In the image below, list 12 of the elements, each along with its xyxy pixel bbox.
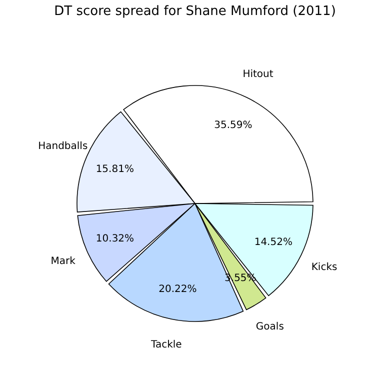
- chart-title: DT score spread for Shane Mumford (2011): [54, 4, 336, 19]
- data-label: 10.32%: [96, 233, 134, 244]
- slice-label: Mark: [50, 256, 76, 268]
- slice-label: Handballs: [38, 141, 88, 152]
- data-label: 35.59%: [214, 120, 252, 131]
- slice-label: Kicks: [311, 262, 338, 273]
- slice-label: Hitout: [242, 69, 274, 80]
- data-label: 15.81%: [96, 164, 134, 175]
- slice-label: Tackle: [150, 340, 182, 351]
- data-label: 20.22%: [158, 284, 197, 296]
- slice-label: Goals: [256, 321, 284, 332]
- data-label: 14.52%: [254, 236, 292, 248]
